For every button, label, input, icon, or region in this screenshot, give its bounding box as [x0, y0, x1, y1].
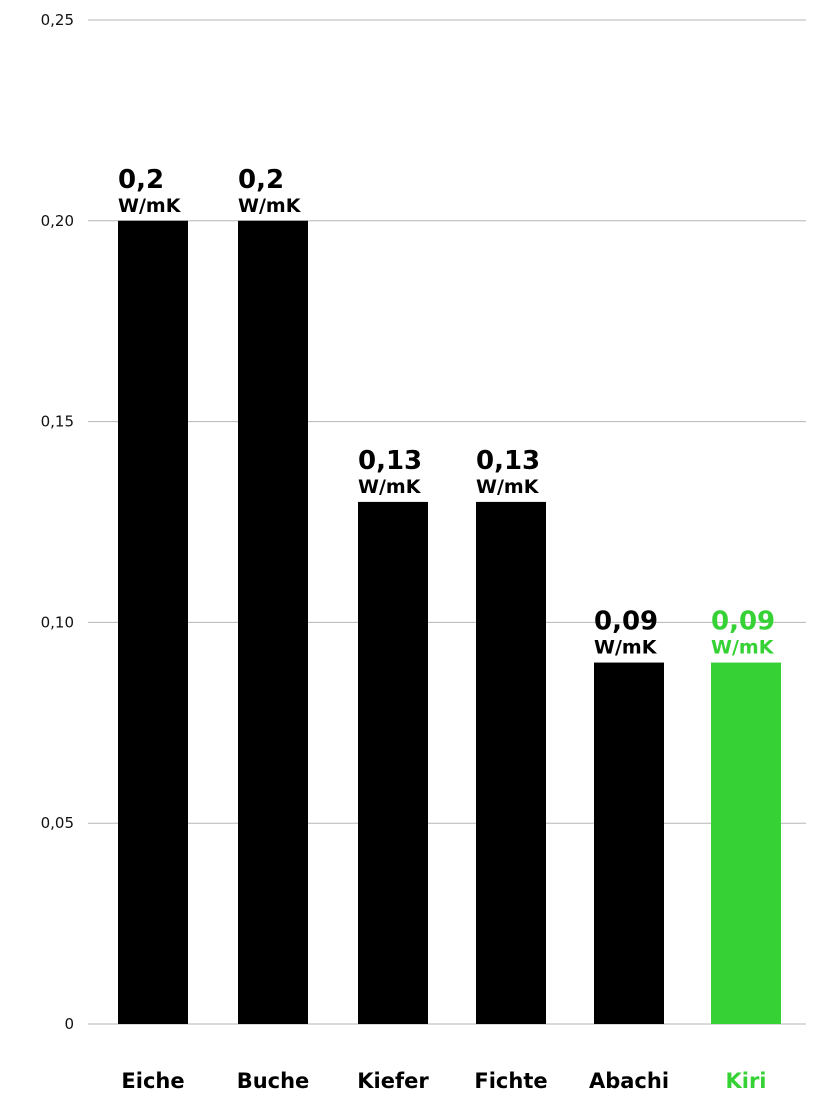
- grid-and-y-axis: 0 0,05 0,10 0,15 0,20 0,25: [41, 11, 806, 1033]
- y-tick-label: 0,25: [41, 11, 74, 29]
- data-label-unit: W/mK: [118, 195, 182, 217]
- data-label-value: 0,2: [118, 165, 164, 195]
- y-tick-label: 0: [64, 1015, 74, 1033]
- data-labels: 0,2W/mK0,2W/mK0,13W/mK0,13W/mK0,09W/mK0,…: [118, 165, 775, 659]
- y-tick-label: 0,05: [41, 814, 74, 832]
- bar: [118, 220, 188, 1025]
- data-label-value: 0,13: [476, 446, 540, 476]
- x-tick-label: Kiefer: [357, 1069, 429, 1093]
- y-tick-label: 0,10: [41, 613, 74, 631]
- x-tick-label: Buche: [237, 1069, 310, 1093]
- bar: [594, 662, 664, 1024]
- x-tick-label: Fichte: [474, 1069, 547, 1093]
- bar: [476, 501, 546, 1024]
- bar: [711, 662, 781, 1024]
- bar: [358, 501, 428, 1024]
- data-label-unit: W/mK: [711, 637, 775, 659]
- data-label-unit: W/mK: [476, 476, 540, 498]
- x-tick-label: Kiri: [725, 1069, 766, 1093]
- bar: [238, 220, 308, 1025]
- data-label-unit: W/mK: [358, 476, 422, 498]
- x-tick-label: Abachi: [589, 1069, 669, 1093]
- y-tick-label: 0,15: [41, 413, 74, 431]
- x-tick-label: Eiche: [121, 1069, 184, 1093]
- data-label-value: 0,2: [238, 165, 284, 195]
- x-axis-labels: Eiche Buche Kiefer Fichte Abachi Kiri: [121, 1069, 766, 1093]
- y-tick-label: 0,20: [41, 212, 74, 230]
- data-label-value: 0,13: [358, 446, 422, 476]
- data-label-unit: W/mK: [594, 637, 658, 659]
- data-label-value: 0,09: [594, 607, 658, 637]
- bars: [118, 220, 781, 1025]
- data-label-unit: W/mK: [238, 195, 302, 217]
- data-label-value: 0,09: [711, 607, 775, 637]
